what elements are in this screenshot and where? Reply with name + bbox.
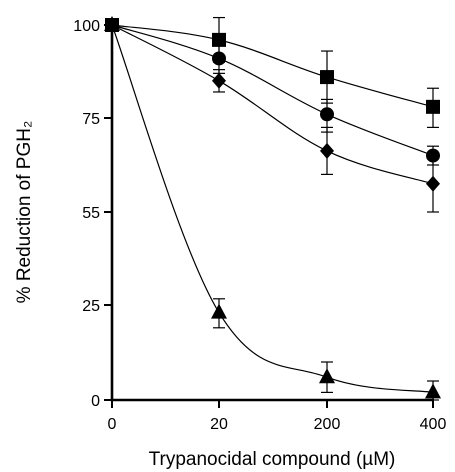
series-line-diamond — [111, 24, 434, 185]
y-tick-label: 55 — [82, 205, 100, 222]
y-tick-label: 100 — [73, 18, 100, 35]
data-point-square — [426, 99, 440, 114]
data-point-square — [320, 70, 334, 85]
y-ticks: 0 25 55 75 100 — [73, 18, 112, 410]
data-point-circle — [212, 51, 226, 66]
data-point-triangle — [319, 368, 335, 384]
y-axis-title: % Reduction of PGH₂ — [14, 121, 35, 304]
x-tick-label: 200 — [314, 416, 341, 433]
x-ticks: 0 20 200 400 — [108, 400, 447, 433]
x-axis-title: Trypanocidal compound (µM) — [149, 449, 396, 470]
plot-area — [110, 25, 434, 402]
series-line-circle — [111, 24, 434, 157]
y-tick-label: 25 — [82, 298, 100, 315]
series-line-triangle — [111, 24, 434, 393]
data-point-square — [212, 32, 226, 47]
y-tick-label: 75 — [82, 111, 100, 128]
data-point-triangle — [211, 303, 227, 319]
markers — [104, 16, 441, 399]
x-tick-label: 0 — [108, 416, 117, 433]
data-point-triangle — [425, 383, 441, 399]
series-lines — [111, 24, 434, 393]
data-point-circle — [426, 148, 440, 163]
series-line-square — [111, 24, 434, 108]
data-point-diamond — [320, 142, 334, 159]
data-point-triangle — [104, 16, 120, 31]
data-point-circle — [320, 107, 334, 122]
x-tick-label: 400 — [420, 416, 447, 433]
y-tick-label: 0 — [91, 393, 100, 410]
data-point-diamond — [426, 175, 440, 192]
x-tick-label: 20 — [210, 416, 228, 433]
data-point-diamond — [212, 72, 226, 89]
